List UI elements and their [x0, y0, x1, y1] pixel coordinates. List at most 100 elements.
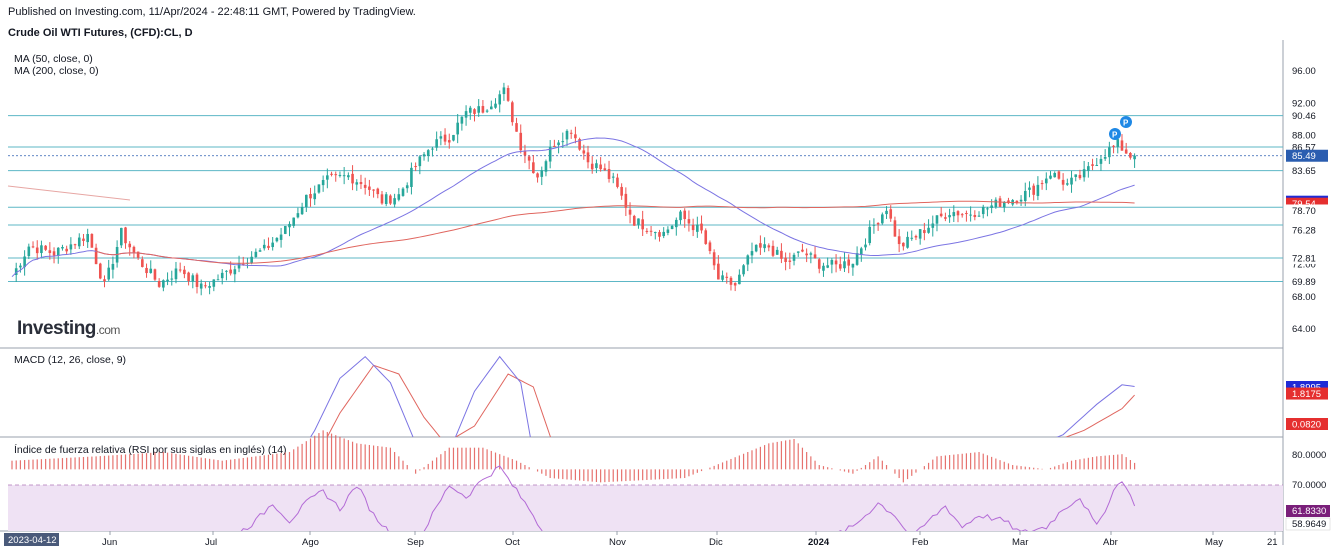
price-label: 69.89: [1292, 277, 1316, 288]
candle: [498, 94, 502, 105]
candle: [582, 150, 586, 154]
candle: [157, 281, 161, 287]
candle: [368, 186, 371, 190]
candle: [414, 166, 417, 168]
candle: [452, 134, 455, 141]
candle: [725, 276, 729, 278]
candle: [834, 260, 838, 265]
candle: [826, 265, 829, 268]
price-tick-label: 96.00: [1292, 66, 1316, 77]
candle: [490, 106, 493, 110]
price-label: 85.49: [1292, 151, 1316, 162]
candle: [973, 214, 977, 218]
candle: [241, 263, 245, 265]
candle: [141, 259, 144, 267]
price-label: 83.65: [1292, 166, 1316, 177]
candle: [313, 193, 317, 200]
candle: [1053, 172, 1057, 178]
candle: [1049, 175, 1052, 179]
candle: [258, 250, 262, 252]
investing-logo: Investing.com: [17, 318, 120, 340]
ma200-left-segment: [7, 185, 131, 201]
candle: [733, 283, 737, 286]
candle: [847, 259, 850, 266]
candle: [511, 102, 514, 123]
candle: [637, 218, 640, 225]
candle: [426, 150, 430, 157]
candle: [952, 212, 956, 217]
candle: [502, 87, 506, 95]
time-tick-label: Oct: [505, 537, 520, 548]
candle: [876, 222, 880, 225]
price-tick-label: 72.00: [1292, 260, 1316, 271]
candle: [271, 242, 274, 248]
candle: [944, 217, 947, 219]
candle: [1061, 179, 1065, 185]
candle: [14, 268, 18, 276]
macd-value-box: [1286, 387, 1328, 400]
candle: [574, 134, 577, 139]
time-tick-label: Jul: [205, 537, 217, 548]
candle: [330, 173, 333, 175]
candle: [1103, 156, 1107, 159]
candle: [561, 141, 565, 143]
candle: [599, 164, 602, 170]
candle: [195, 274, 199, 287]
candle: [872, 224, 876, 226]
candle: [960, 214, 964, 216]
candle: [124, 227, 127, 244]
candle: [439, 136, 443, 139]
candle: [447, 140, 451, 143]
candle: [225, 270, 228, 272]
candle: [435, 139, 438, 148]
candle: [729, 277, 733, 285]
price-tick-label: 68.00: [1292, 292, 1316, 303]
candle: [485, 110, 489, 112]
rsi-title: Índice de fuerza relativa (RSI por sus s…: [14, 444, 287, 456]
candle: [763, 244, 766, 249]
candle: [679, 211, 682, 221]
candle: [208, 286, 211, 288]
candle: [607, 169, 611, 179]
candle: [704, 230, 708, 244]
candle: [527, 156, 531, 161]
candle: [813, 254, 817, 259]
candle: [61, 247, 64, 249]
candle: [401, 188, 405, 196]
candle: [94, 247, 98, 265]
candle: [1036, 184, 1040, 196]
candle: [548, 147, 552, 162]
candle: [380, 194, 384, 204]
candle: [670, 225, 674, 230]
candle: [279, 234, 283, 240]
candle: [300, 207, 304, 215]
candle: [456, 122, 459, 135]
candle: [569, 132, 573, 134]
candle: [931, 223, 935, 228]
candle: [708, 242, 712, 252]
macd-title: MACD (12, 26, close, 9): [14, 354, 127, 366]
candle: [544, 161, 548, 172]
candle: [750, 251, 754, 256]
candle: [136, 251, 140, 258]
candle: [784, 257, 787, 262]
candle: [557, 142, 560, 146]
start-date-box: [4, 533, 59, 546]
candle: [683, 210, 687, 220]
candle: [590, 163, 594, 170]
candle: [1091, 164, 1094, 166]
candle: [69, 244, 73, 250]
candle: [830, 259, 834, 265]
candle: [717, 263, 720, 280]
candle: [317, 184, 321, 193]
rsi-aux-box: [1285, 517, 1331, 531]
candle: [191, 275, 195, 282]
candle: [792, 254, 796, 261]
candle: [86, 233, 89, 243]
candle: [212, 279, 216, 287]
candle: [696, 224, 699, 232]
candle: [611, 176, 615, 178]
candle: [1044, 178, 1048, 184]
candle: [675, 219, 678, 228]
